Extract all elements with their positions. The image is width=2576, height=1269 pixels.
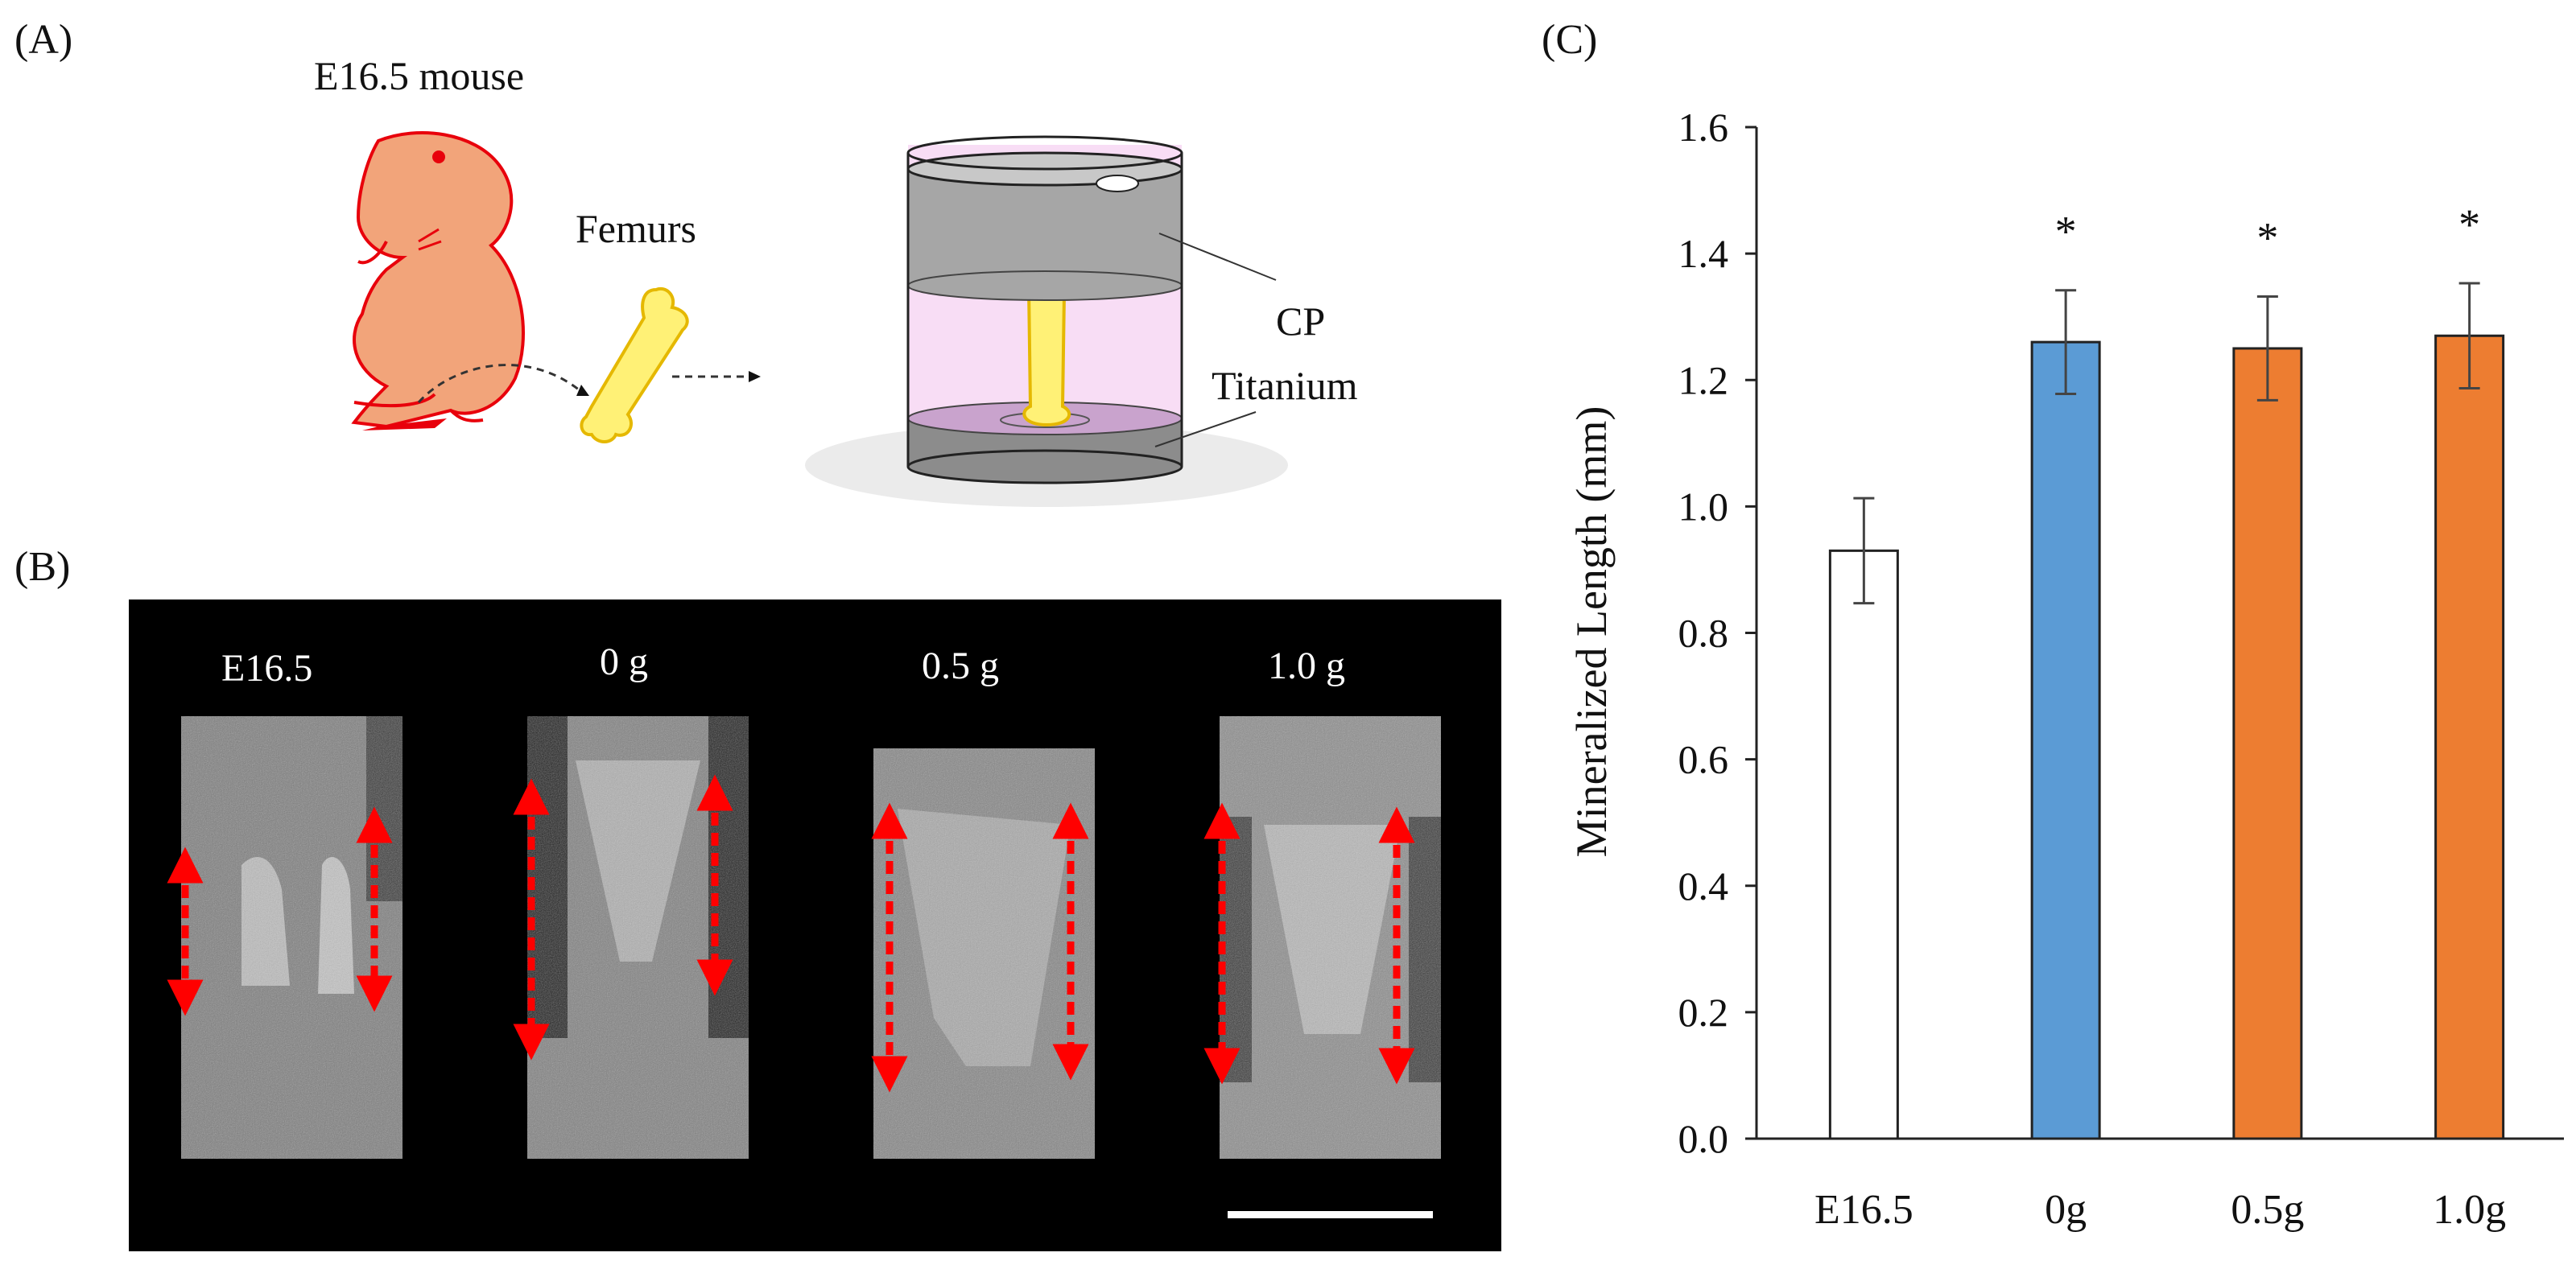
micro-ct-image-10g: [1220, 716, 1441, 1159]
y-tick-label: 0.4: [1678, 863, 1729, 908]
group-label-e165: E16.5: [221, 647, 313, 690]
x-category-label: E16.5: [1814, 1187, 1913, 1233]
panel-b-label: (B): [14, 544, 71, 590]
x-category-label: 1.0g: [2433, 1187, 2506, 1233]
bar-10g: [2434, 334, 2505, 1140]
titanium-label: Titanium: [1212, 363, 1358, 408]
scale-bar: [1228, 1211, 1433, 1218]
significance-asterisk: *: [2458, 200, 2480, 249]
y-tick-label: 0.6: [1678, 737, 1729, 782]
femurs-label: Femurs: [576, 206, 696, 251]
x-category-label: 0g: [2045, 1187, 2087, 1233]
culture-chamber: [805, 135, 1288, 507]
bar-05g: [2232, 347, 2303, 1140]
micro-ct-panel: E16.5 0 g 0.5 g 1.0 g: [129, 599, 1501, 1251]
panel-c-label: (C): [1542, 17, 1598, 63]
y-tick-label: 1.4: [1678, 231, 1729, 276]
schematic-diagram: [351, 131, 1288, 507]
y-tick-label: 0.0: [1678, 1116, 1729, 1161]
micro-ct-image-e165: [181, 716, 402, 1159]
y-axis-title: Mineralized Length (mm): [1567, 406, 1616, 858]
titanium-leader-line: [1154, 411, 1257, 447]
significance-asterisk: *: [2256, 214, 2278, 262]
y-tick-label: 1.2: [1678, 357, 1729, 402]
femur-illustration: [580, 286, 689, 443]
mouse-illustration: [351, 131, 525, 431]
significance-asterisk: *: [2055, 208, 2077, 256]
micro-ct-image-05g: [873, 748, 1095, 1159]
mouse-label: E16.5 mouse: [314, 53, 525, 98]
panel-a-label: (A): [14, 17, 73, 63]
cp-leader-line: [1158, 233, 1277, 281]
x-category-label: 0.5g: [2231, 1187, 2304, 1233]
cp-label: CP: [1276, 299, 1326, 344]
group-label-0g: 0 g: [600, 641, 648, 683]
bar-0g: [2030, 340, 2101, 1140]
y-tick-label: 0.2: [1678, 990, 1729, 1035]
group-label-10g: 1.0 g: [1268, 645, 1345, 687]
bar-chart: 0.0 0.2 0.4 0.6 0.8 1.0 1.2 1.4 1.6 * * * E16.5 0g 0…: [1567, 105, 2564, 1233]
dashed-arrow-to-femur: [417, 364, 580, 403]
bar-E165: [1828, 549, 1899, 1140]
y-tick-label: 1.6: [1678, 105, 1729, 150]
group-label-05g: 0.5 g: [922, 645, 999, 687]
y-tick-label: 1.0: [1678, 484, 1729, 529]
micro-ct-images: [167, 716, 1441, 1218]
y-tick-label: 0.8: [1678, 611, 1729, 656]
